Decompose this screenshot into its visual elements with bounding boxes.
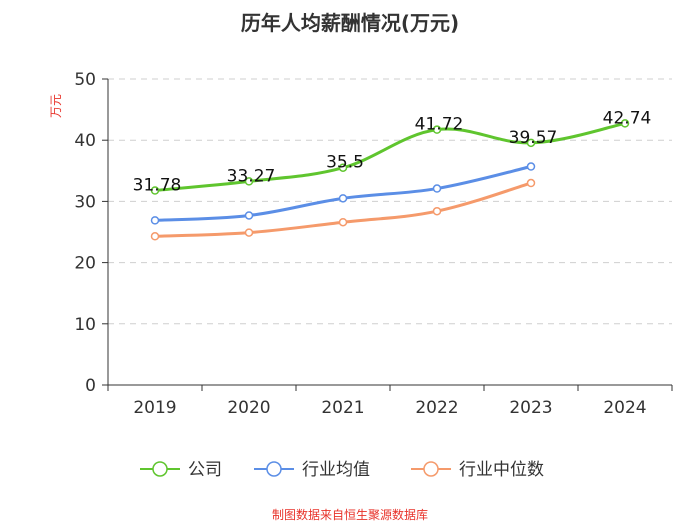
data-point[interactable] — [338, 163, 348, 172]
legend-marker — [152, 461, 168, 477]
data-point[interactable] — [432, 125, 442, 134]
legend[interactable]: 公司 行业均值 行业中位数 — [140, 460, 544, 480]
data-point[interactable] — [432, 206, 442, 216]
x-tick-label: 2022 — [415, 398, 458, 418]
data-point[interactable] — [526, 178, 536, 188]
series-line — [154, 165, 532, 222]
legend-marker — [423, 461, 439, 477]
legend-label: 行业中位数 — [459, 460, 544, 480]
data-point[interactable] — [244, 177, 254, 186]
data-point[interactable] — [150, 186, 160, 195]
x-tick-label: 2020 — [227, 398, 270, 418]
y-tick-label: 20 — [74, 254, 96, 274]
data-point[interactable] — [150, 216, 160, 225]
data-point[interactable] — [526, 138, 536, 148]
data-point[interactable] — [526, 162, 536, 171]
legend-marker — [266, 461, 282, 477]
data-point[interactable] — [150, 232, 160, 241]
y-tick-label: 40 — [74, 131, 96, 151]
data-label: 35.5 — [326, 153, 364, 173]
x-tick-label: 2019 — [133, 398, 176, 418]
y-tick-label: 0 — [85, 376, 96, 396]
y-tick-label: 30 — [74, 192, 96, 212]
x-tick-label: 2023 — [509, 398, 552, 418]
data-label: 31.78 — [133, 176, 182, 196]
legend-label: 公司 — [188, 460, 222, 480]
y-axis-label: 万元 — [49, 94, 63, 118]
x-tick-label: 2024 — [603, 398, 646, 418]
data-point[interactable] — [244, 211, 254, 220]
axes: 0 10 20 30 40 50 2019 2020 2021 2022 2023 2024 — [74, 70, 673, 418]
legend-label: 行业均值 — [302, 460, 370, 480]
source-note: 制图数据来自恒生聚源数据库 — [271, 508, 428, 522]
y-tick-label: 10 — [74, 315, 96, 335]
data-label: 39.57 — [509, 128, 558, 148]
x-tick-label: 2021 — [321, 398, 364, 418]
series-line — [154, 181, 532, 238]
legend-item[interactable]: 行业均值 — [254, 460, 370, 480]
series-group — [150, 119, 630, 241]
chart-title: 历年人均薪酬情况(万元) — [241, 11, 459, 35]
series-line — [154, 121, 626, 192]
data-point[interactable] — [338, 217, 348, 227]
data-labels: 31.78 33.27 35.5 41.72 39.57 42.74 — [133, 108, 652, 195]
data-point[interactable] — [432, 184, 442, 193]
legend-item[interactable]: 行业中位数 — [411, 460, 544, 480]
grid — [108, 78, 672, 325]
data-label: 41.72 — [415, 115, 464, 135]
data-point[interactable] — [338, 194, 348, 203]
data-point[interactable] — [620, 119, 630, 128]
data-label: 33.27 — [227, 166, 276, 186]
legend-item[interactable]: 公司 — [140, 460, 222, 480]
y-tick-label: 50 — [74, 70, 96, 90]
data-point[interactable] — [244, 228, 254, 237]
data-label: 42.74 — [603, 108, 652, 128]
